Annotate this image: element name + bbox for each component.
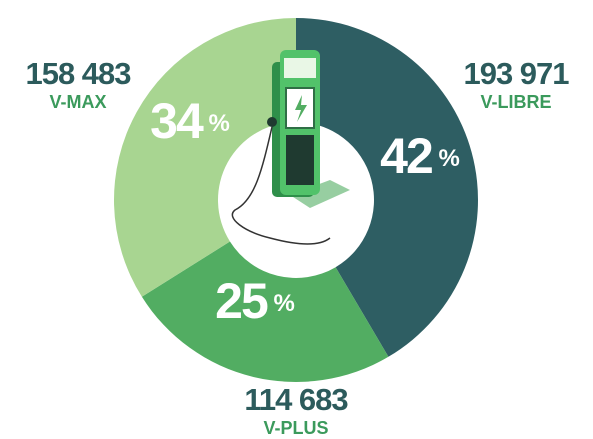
count-label: 158 483 (25, 56, 131, 91)
slice (114, 18, 296, 297)
count-label: 193 971 (463, 56, 569, 91)
category-label: V-LIBRE (480, 92, 551, 112)
chart: 42 %193 971V-LIBRE25 %114 683V-PLUS34 %1… (0, 0, 593, 439)
count-label: 114 683 (244, 382, 348, 417)
category-label: V-MAX (49, 92, 106, 112)
category-label: V-PLUS (263, 418, 328, 438)
